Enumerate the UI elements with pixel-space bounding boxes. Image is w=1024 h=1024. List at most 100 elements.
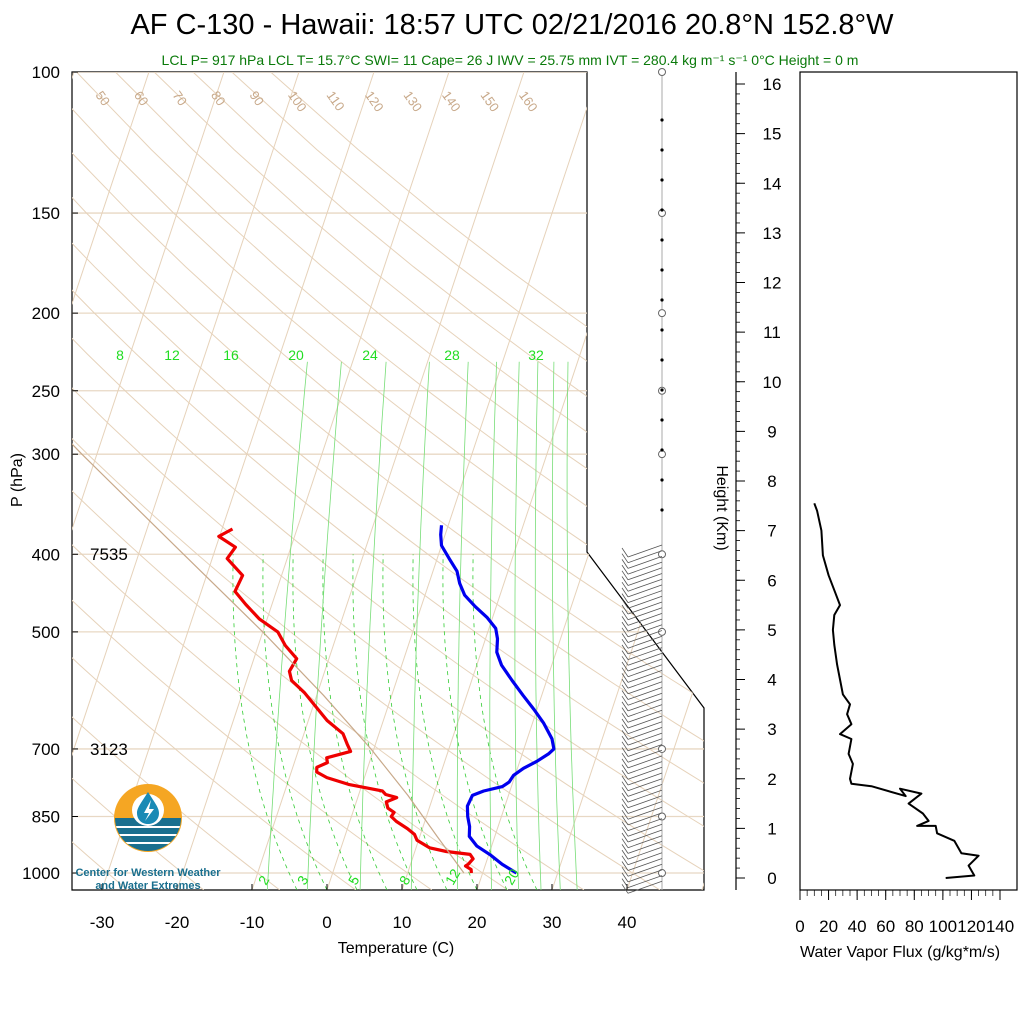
skew-t-series xyxy=(72,72,556,875)
flux-x-tick-label: 140 xyxy=(986,917,1014,936)
wind-barb-feather xyxy=(621,713,629,723)
wind-barb-feather xyxy=(621,884,629,894)
wind-barb xyxy=(627,806,663,820)
mixing-ratio-bottom-label: 20 xyxy=(501,866,523,888)
y-tick-label: 700 xyxy=(32,740,60,759)
dry-adiabat-line xyxy=(72,72,281,890)
wind-barb xyxy=(627,829,663,843)
wind-barb-feather xyxy=(621,770,629,780)
wind-barb xyxy=(627,664,663,678)
height-tick-label: 13 xyxy=(763,224,782,243)
wind-barb-feather xyxy=(621,872,629,883)
wind-barb-feather xyxy=(621,673,629,683)
wind-barb xyxy=(627,869,663,883)
wind-barb-feather xyxy=(621,684,629,695)
wind-barb xyxy=(627,658,663,672)
barb-dot xyxy=(660,478,664,482)
parcel-line xyxy=(72,72,465,874)
wind-barb xyxy=(627,704,663,717)
dry-adiabat-line xyxy=(72,72,661,890)
wind-barb-feather xyxy=(621,832,629,843)
wind-barb-feather xyxy=(621,878,629,888)
wind-barb xyxy=(627,772,663,786)
height-tick-label: 15 xyxy=(763,125,782,144)
y-tick-label: 200 xyxy=(32,304,60,323)
moist-adiabat-line xyxy=(382,554,448,890)
barb-dot xyxy=(660,148,664,152)
temperature-line xyxy=(439,525,556,875)
dry-adiabat-line xyxy=(72,72,509,890)
barb-dot xyxy=(660,268,664,272)
height-tick-label: 2 xyxy=(767,770,776,789)
wind-barb xyxy=(627,601,663,615)
mixing-ratio-bottom-label: 3 xyxy=(294,873,312,888)
wind-barb xyxy=(627,618,663,632)
wind-barb xyxy=(627,778,663,792)
dry-adiabat-line xyxy=(72,72,704,890)
wind-barb xyxy=(627,624,663,638)
wind-barb xyxy=(627,607,663,621)
y-tick-label: 850 xyxy=(32,807,60,826)
wind-barb-feather xyxy=(621,764,629,774)
wind-barb xyxy=(627,692,663,706)
wind-barb-feather xyxy=(621,804,629,814)
wind-barb-feather xyxy=(621,633,629,643)
isotherm-label: 150 xyxy=(478,88,503,114)
mixing-ratio-line xyxy=(534,361,542,890)
wind-barb xyxy=(627,875,663,888)
wind-barb xyxy=(627,795,663,809)
wind-barb xyxy=(627,647,663,660)
flux-panel-frame xyxy=(799,71,1018,891)
chart-title: AF C-130 - Hawaii: 18:57 UTC 02/21/2016 … xyxy=(130,9,894,41)
moist-adiabat-line xyxy=(262,554,328,890)
barb-dot xyxy=(660,358,664,362)
dry-adiabat-line xyxy=(72,72,433,890)
chart-subtitle: LCL P= 917 hPa LCL T= 15.7°C SWI= 11 Cap… xyxy=(162,52,859,68)
barb-dot xyxy=(660,208,664,212)
wind-barb-feather xyxy=(621,638,629,649)
barb-calm-circle xyxy=(658,869,666,878)
dry-adiabat-line xyxy=(270,72,704,890)
x-tick-label: -20 xyxy=(165,913,190,932)
isotherm-line xyxy=(101,72,375,890)
mixing-ratio-label: 28 xyxy=(444,347,460,363)
flux-y-axis-label: Height (Km) xyxy=(713,465,730,550)
wind-barb xyxy=(627,852,663,866)
mixing-ratio-label: 24 xyxy=(362,347,378,363)
isotherm-label: 80 xyxy=(208,88,229,108)
skew-t-grid xyxy=(72,72,704,890)
wind-barb xyxy=(627,761,663,774)
mixing-ratio-line xyxy=(456,361,469,890)
flux-x-tick-label: 60 xyxy=(876,917,895,936)
height-annotation-400: 7535 xyxy=(90,545,128,564)
wind-barb xyxy=(627,727,663,740)
height-tick-label: 11 xyxy=(763,323,781,342)
wind-barb-feather xyxy=(621,752,629,763)
wind-barb-feather xyxy=(621,570,629,581)
wind-barb xyxy=(627,670,663,683)
wind-barb xyxy=(627,738,663,752)
wind-barb-feather xyxy=(621,735,629,746)
isotherm-line xyxy=(626,72,704,890)
wind-barb-feather xyxy=(621,564,629,575)
wind-barb-feather xyxy=(621,678,629,689)
y-tick-label: 400 xyxy=(32,545,60,564)
wind-barb-feather xyxy=(621,792,629,803)
wind-barb-feather xyxy=(621,581,629,592)
wind-barb-feather xyxy=(621,661,629,672)
dry-adiabat-line xyxy=(72,72,704,890)
wind-barb-feather xyxy=(621,627,629,638)
moist-adiabat-line xyxy=(352,554,418,890)
height-annotation-700: 3123 xyxy=(90,740,128,759)
wind-barbs xyxy=(621,68,666,894)
wind-barb xyxy=(627,641,663,655)
barb-dot xyxy=(660,388,664,392)
wind-barb-feather xyxy=(621,787,629,797)
height-tick-label: 14 xyxy=(763,174,782,193)
dry-adiabat-line xyxy=(72,72,205,890)
mixing-ratio-line xyxy=(489,361,497,890)
isotherm-label: 120 xyxy=(362,88,387,114)
